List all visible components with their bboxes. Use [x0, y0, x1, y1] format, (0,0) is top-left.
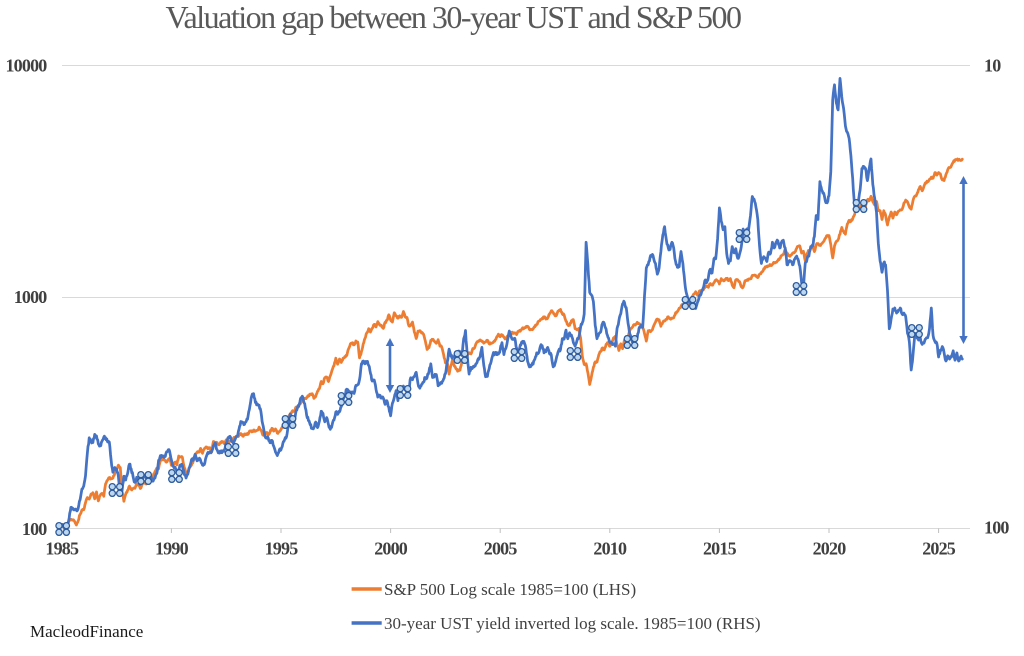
svg-text:2010: 2010: [593, 539, 627, 559]
svg-text:2025: 2025: [922, 539, 956, 559]
svg-text:2005: 2005: [484, 539, 518, 559]
svg-text:Valuation gap between 30-year: Valuation gap between 30-year UST and S&…: [165, 0, 741, 35]
svg-text:10000: 10000: [5, 56, 47, 76]
svg-text:30-year UST yield inverted log: 30-year UST yield inverted log scale. 19…: [384, 614, 761, 633]
svg-text:2020: 2020: [813, 539, 847, 559]
svg-text:2015: 2015: [703, 539, 737, 559]
svg-text:100: 100: [22, 519, 47, 539]
svg-text:1990: 1990: [155, 539, 189, 559]
svg-text:100: 100: [984, 518, 1009, 538]
svg-text:MacleodFinance: MacleodFinance: [30, 622, 143, 641]
svg-text:1985: 1985: [45, 539, 79, 559]
svg-text:10: 10: [984, 56, 1001, 76]
svg-text:S&P 500 Log scale 1985=100 (LH: S&P 500 Log scale 1985=100 (LHS): [384, 580, 636, 599]
svg-text:1995: 1995: [265, 539, 299, 559]
svg-text:2000: 2000: [374, 539, 408, 559]
svg-text:1000: 1000: [14, 287, 48, 307]
